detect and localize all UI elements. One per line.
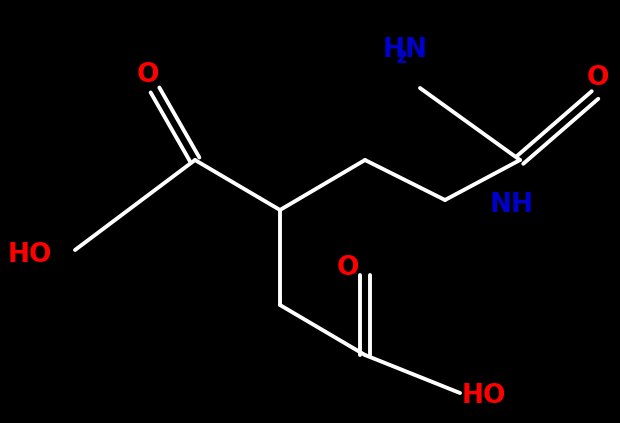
- Text: 2: 2: [396, 49, 407, 67]
- Text: O: O: [337, 255, 359, 281]
- Text: O: O: [587, 65, 609, 91]
- Text: N: N: [405, 37, 427, 63]
- Text: H: H: [383, 37, 405, 63]
- Text: O: O: [137, 62, 159, 88]
- Text: HO: HO: [7, 242, 52, 268]
- Text: NH: NH: [490, 192, 534, 218]
- Text: HO: HO: [462, 383, 507, 409]
